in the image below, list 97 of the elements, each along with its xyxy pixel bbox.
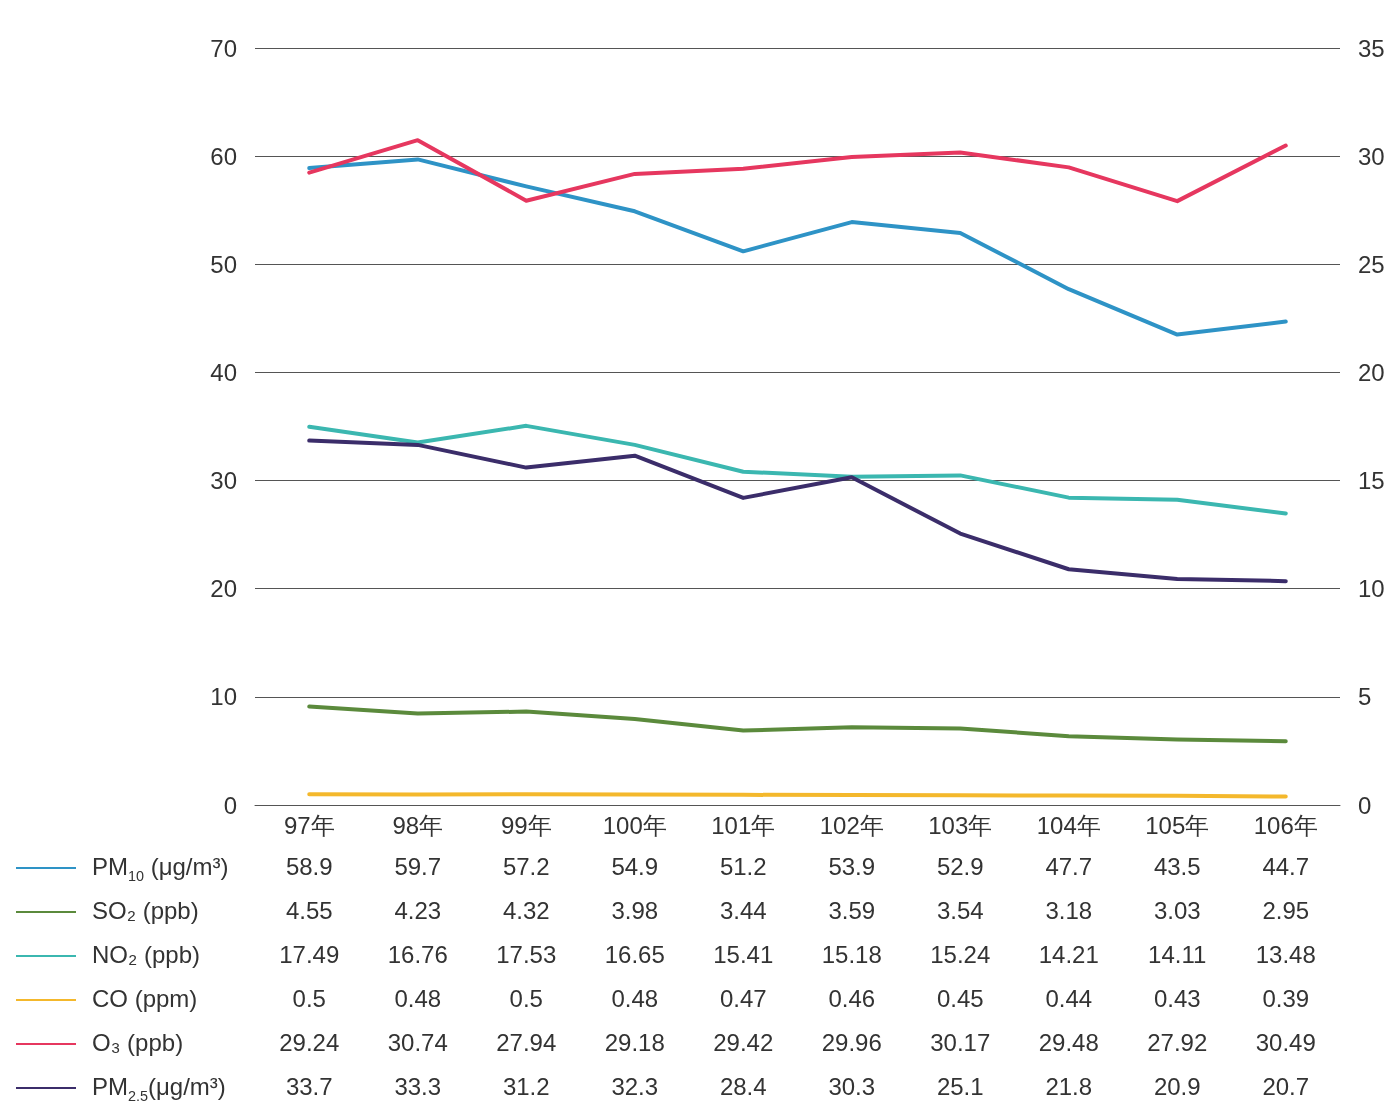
y2-tick-label: 25 <box>1358 250 1385 278</box>
x-tick-label: 97年 <box>283 811 335 839</box>
data-label: 4.32 <box>502 896 550 926</box>
x-tick-label: 102年 <box>819 811 884 839</box>
y-tick-label: 70 <box>210 34 237 62</box>
data-label: 30.17 <box>930 1028 991 1058</box>
data-label: 0.45 <box>936 984 984 1014</box>
y-tick-label: 10 <box>210 683 237 711</box>
data-label: 0.48 <box>394 984 442 1014</box>
y-tick-label: 30 <box>210 467 237 495</box>
data-label: 57.2 <box>502 852 550 882</box>
data-label: 27.92 <box>1147 1028 1208 1058</box>
data-label: 2.95 <box>1262 896 1310 926</box>
x-tick-label: 106年 <box>1253 811 1318 839</box>
x-tick-label: 98年 <box>392 811 444 839</box>
data-label: 53.9 <box>828 852 876 882</box>
data-label: 15.24 <box>930 940 991 970</box>
data-label: 29.42 <box>713 1028 774 1058</box>
legend-label: NO₂ (ppb) <box>92 940 201 970</box>
data-label: 16.65 <box>604 940 665 970</box>
data-label: 30.49 <box>1255 1028 1316 1058</box>
data-label: 0.47 <box>719 984 767 1014</box>
data-label: 0.44 <box>1045 984 1093 1014</box>
data-label: 43.5 <box>1153 852 1201 882</box>
data-label: 32.3 <box>611 1072 659 1102</box>
data-label: 47.7 <box>1045 852 1093 882</box>
data-label: 16.76 <box>387 940 448 970</box>
data-label: 15.18 <box>821 940 882 970</box>
data-label: 0.46 <box>828 984 876 1014</box>
y-tick-label: 50 <box>210 250 237 278</box>
data-label: 54.9 <box>611 852 659 882</box>
line-series <box>307 157 1288 337</box>
legend-label: O₃ (ppb) <box>92 1028 184 1058</box>
data-label: 29.96 <box>821 1028 882 1058</box>
data-label: 30.3 <box>828 1072 876 1102</box>
data-label: 0.48 <box>611 984 659 1014</box>
y-tick-label: 40 <box>210 358 237 386</box>
line-series <box>307 423 1288 516</box>
data-label: 27.94 <box>496 1028 557 1058</box>
line-series <box>307 138 1288 204</box>
data-label: 3.44 <box>719 896 767 926</box>
data-label: 51.2 <box>719 852 767 882</box>
data-label: 59.7 <box>394 852 442 882</box>
y2-tick-label: 10 <box>1358 575 1385 603</box>
data-label: 4.23 <box>394 896 442 926</box>
data-label: 52.9 <box>936 852 984 882</box>
data-label: 20.9 <box>1153 1072 1201 1102</box>
legend-label: PM$_{2.5}$(μg/m³) <box>92 1072 226 1102</box>
x-tick-label: 100年 <box>602 811 667 839</box>
y2-tick-label: 35 <box>1358 34 1385 62</box>
data-label: 13.48 <box>1255 940 1316 970</box>
line-series <box>307 438 1288 584</box>
data-label: 25.1 <box>936 1072 984 1102</box>
data-label: 33.7 <box>285 1072 333 1102</box>
data-label: 29.18 <box>604 1028 665 1058</box>
data-label: 33.3 <box>394 1072 442 1102</box>
y2-tick-label: 0 <box>1358 791 1372 819</box>
x-tick-label: 99年 <box>500 811 552 839</box>
data-label: 14.11 <box>1148 940 1207 970</box>
data-label: 14.21 <box>1038 940 1099 970</box>
data-label: 44.7 <box>1262 852 1310 882</box>
data-label: 0.43 <box>1153 984 1201 1014</box>
data-label: 3.98 <box>611 896 659 926</box>
data-label: 17.49 <box>279 940 340 970</box>
data-label: 3.54 <box>936 896 984 926</box>
x-tick-label: 104年 <box>1036 811 1101 839</box>
legend-label: CO (ppm) <box>92 984 198 1014</box>
data-label: 15.41 <box>713 940 774 970</box>
data-label: 21.8 <box>1045 1072 1093 1102</box>
y-tick-label: 60 <box>210 142 237 170</box>
data-label: 29.24 <box>279 1028 340 1058</box>
y2-tick-label: 30 <box>1358 142 1385 170</box>
data-label: 3.18 <box>1045 896 1093 926</box>
y-tick-label: 20 <box>210 575 237 603</box>
data-label: 29.48 <box>1038 1028 1099 1058</box>
data-label: 28.4 <box>719 1072 767 1102</box>
y2-tick-label: 15 <box>1358 467 1385 495</box>
y2-tick-label: 5 <box>1358 683 1372 711</box>
line-series <box>307 704 1288 744</box>
data-label: 0.39 <box>1262 984 1310 1014</box>
data-label: 4.55 <box>285 896 333 926</box>
data-label: 0.5 <box>509 984 543 1014</box>
data-label: 30.74 <box>387 1028 448 1058</box>
legend-label: SO₂ (ppb) <box>92 896 199 926</box>
legend-label: PM$_{10}$ (μg/m³) <box>92 852 229 886</box>
data-label: 3.59 <box>828 896 876 926</box>
data-label: 31.2 <box>502 1072 550 1102</box>
data-label: 17.53 <box>496 940 557 970</box>
x-tick-label: 105年 <box>1145 811 1210 839</box>
data-label: 20.7 <box>1262 1072 1310 1102</box>
data-label: 0.5 <box>292 984 326 1014</box>
x-tick-label: 103年 <box>928 811 993 839</box>
x-tick-label: 101年 <box>711 811 776 839</box>
data-label: 3.03 <box>1153 896 1201 926</box>
y2-tick-label: 20 <box>1358 358 1385 386</box>
y-tick-label: 0 <box>223 791 237 819</box>
data-label: 58.9 <box>285 852 333 882</box>
